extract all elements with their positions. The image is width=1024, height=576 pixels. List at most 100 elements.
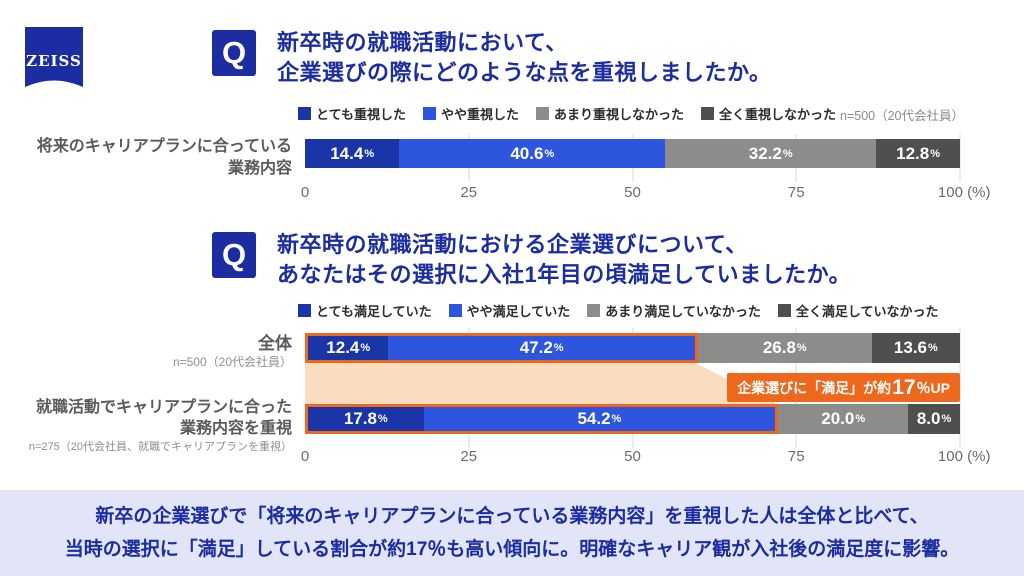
segment-value: 14.4	[330, 143, 364, 163]
x-tick-25: 25	[460, 448, 478, 465]
row2-label-line1: 就職活動でキャリアプランに合った	[35, 399, 292, 416]
bar-segment-somewhat-satisfied: 54.2%	[423, 407, 776, 431]
bar-segment-very-important: 14.4%	[305, 139, 400, 168]
percent-sign: %	[782, 147, 793, 160]
legend-swatch-not-very-satisfied	[587, 304, 601, 317]
legend-swatch-very-satisfied	[298, 304, 311, 317]
chart1-category-line1: 将来のキャリアプランに合っている	[36, 138, 292, 155]
chart1-plot: 14.4% 40.6% 32.2% 12.8% 0 25 50 75 100 (…	[301, 132, 990, 207]
segment-value: 12.8	[896, 143, 930, 163]
segment-value: 32.2	[748, 143, 782, 163]
legend-swatch-not-important	[701, 107, 714, 120]
gridline-100	[959, 134, 961, 182]
legend-swatch-somewhat-satisfied	[448, 304, 462, 317]
segment-value: 54.2	[577, 409, 611, 428]
segment-value: 17.8	[343, 409, 377, 428]
row2-sample-size: n=275（20代会社員、就職でキャリアプランを重視）	[28, 441, 292, 453]
legend-label: 全く重視しなかった	[719, 107, 837, 122]
x-tick-25: 25	[460, 184, 478, 201]
legend-item: とても満足していた	[298, 301, 432, 320]
percent-sign: %	[364, 147, 375, 160]
satisfied-group-outline: 12.4% 47.2%	[305, 333, 698, 363]
question1-line1: 新卒時の就職活動において、	[277, 30, 568, 55]
satisfied-group-outline: 17.8% 54.2%	[305, 404, 779, 434]
caption-line2: 当時の選択に「満足」している割合が約17％も高い傾向に。明確なキャリア観が入社後…	[64, 538, 960, 560]
percent-sign: %	[930, 147, 941, 160]
bar-segment-not-satisfied: 8.0%	[908, 404, 960, 434]
summary-caption: 新卒の企業選びで「将来のキャリアプランに合っている業務内容」を重視した人は全体と…	[0, 490, 1024, 576]
percent-sign: %	[941, 413, 952, 425]
question1-line2: 企業選びの際にどのような点を重視しましたか。	[277, 60, 772, 85]
question2-text: 新卒時の就職活動における企業選びについて、 あなたはその選択に入社1年目の頃満足…	[277, 230, 851, 290]
row1-label-text: 全体	[258, 334, 292, 353]
row2-label-line2: 業務内容を重視	[179, 420, 292, 437]
segment-value: 47.2	[519, 338, 553, 357]
legend-label: やや重視した	[440, 107, 519, 122]
legend-item: あまり重視しなかった	[535, 104, 684, 123]
chart2-row2-label: 就職活動でキャリアプランに合った 業務内容を重視 n=275（20代会社員、就職…	[0, 397, 292, 455]
x-tick-75: 75	[787, 184, 805, 201]
legend-swatch-not-satisfied	[777, 304, 791, 317]
legend-label: あまり満足していなかった	[605, 304, 761, 319]
percent-sign: %	[377, 413, 388, 425]
percent-sign: %	[928, 342, 938, 354]
zeiss-logo-icon: ZEISS	[25, 27, 83, 87]
x-tick-0: 0	[300, 448, 310, 465]
badge-suffix: ％UP	[916, 379, 950, 396]
segment-value: 13.6	[893, 338, 928, 357]
x-tick-100: 100 (%)	[937, 448, 991, 465]
legend-label: やや満足していた	[466, 304, 571, 319]
highlight-band	[305, 363, 777, 404]
bar-segment-not-very-satisfied: 20.0%	[778, 404, 909, 434]
chart2-bar-career-focused: 17.8% 54.2% 20.0% 8.0%	[305, 404, 960, 434]
percent-sign: %	[360, 342, 371, 354]
legend-label: 全く満足していなかった	[795, 304, 939, 319]
legend-label: とても満足していた	[316, 304, 432, 319]
percent-sign: %	[855, 413, 866, 425]
legend-item: とても重視した	[298, 104, 406, 123]
percent-sign: %	[611, 413, 622, 425]
row1-sample-size: n=500（20代会社員）	[172, 355, 292, 369]
zeiss-logo-text: ZEISS	[26, 52, 82, 70]
percent-sign: %	[553, 342, 564, 354]
chart2-plot: 12.4% 47.2% 26.8% 13.6% 企業選びに「満足」が約 17 ％UP…	[301, 326, 990, 476]
badge-number: 17	[892, 375, 916, 399]
question1-text: 新卒時の就職活動において、 企業選びの際にどのような点を重視しましたか。	[277, 28, 772, 88]
question2-line1: 新卒時の就職活動における企業選びについて、	[277, 232, 748, 257]
chart1-sample-size: n=500（20代会社員）	[839, 109, 964, 123]
legend-label: あまり重視しなかった	[553, 107, 684, 122]
chart2-legend: とても満足していた やや満足していた あまり満足していなかった 全く満足していな…	[298, 301, 938, 320]
question1-badge: Q	[212, 30, 256, 76]
legend-item: やや満足していた	[448, 301, 571, 320]
legend-item: やや重視した	[422, 104, 519, 123]
chart2-row1-label: 全体 n=500（20代会社員）	[0, 333, 292, 370]
x-tick-75: 75	[787, 448, 805, 465]
bar-segment-somewhat-satisfied: 47.2%	[388, 336, 695, 360]
segment-value: 8.0	[916, 409, 941, 428]
segment-value: 40.6	[510, 143, 544, 163]
x-tick-100: 100 (%)	[937, 184, 991, 201]
percent-sign: %	[544, 147, 555, 160]
x-tick-50: 50	[624, 184, 641, 201]
legend-swatch-not-very-important	[535, 107, 549, 120]
bar-segment-not-very-satisfied: 26.8%	[697, 333, 872, 363]
satisfaction-up-badge: 企業選びに「満足」が約 17 ％UP	[727, 373, 960, 402]
segment-value: 26.8	[762, 338, 796, 357]
bar-segment-somewhat-important: 40.6%	[399, 139, 666, 168]
legend-label: とても重視した	[316, 107, 406, 122]
x-tick-0: 0	[300, 184, 310, 201]
legend-item: 全く満足していなかった	[777, 301, 939, 320]
legend-item: 全く重視しなかった	[701, 104, 836, 123]
caption-line1: 新卒の企業選びで「将来のキャリアプランに合っている業務内容」を重視した人は全体と…	[95, 505, 929, 527]
bar-segment-very-satisfied: 12.4%	[308, 336, 389, 360]
segment-value: 12.4	[326, 338, 360, 357]
chart1-legend: とても重視した やや重視した あまり重視しなかった 全く重視しなかった	[298, 104, 836, 123]
legend-swatch-somewhat-important	[422, 107, 436, 120]
gridline-100	[959, 328, 961, 448]
bar-segment-not-important: 12.8%	[876, 139, 960, 168]
question2-badge: Q	[212, 232, 256, 278]
chart2-bar-overall: 12.4% 47.2% 26.8% 13.6%	[305, 333, 960, 363]
bar-segment-not-satisfied: 13.6%	[871, 333, 960, 363]
bar-segment-very-satisfied: 17.8%	[308, 407, 424, 431]
